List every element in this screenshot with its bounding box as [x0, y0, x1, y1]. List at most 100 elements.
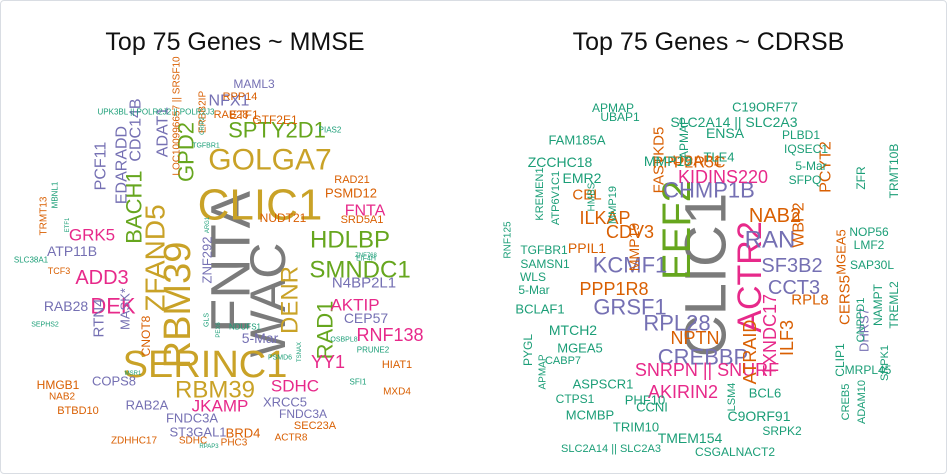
gene-word-c9orf91: C9ORF91 — [727, 408, 790, 424]
gene-word-mmp19: MMP19 — [626, 223, 642, 271]
gene-word-slc2a14-slc2a3: SLC2A14 || SLC2A3 — [670, 114, 797, 130]
gene-word-znf292: ZNF292 — [200, 237, 215, 284]
chart-title-mmse: Top 75 Genes ~ MMSE — [105, 28, 365, 56]
gene-word-apmap: APMAP — [592, 101, 634, 115]
gene-word-rbm39: RBM39 — [175, 377, 255, 404]
gene-word-akirin2: AKIRIN2 — [648, 382, 718, 402]
wordcloud-panel-mmse: Top 75 Genes ~ MMSE FNTA WAC CLIC1 SERINC1 R… — [0, 0, 470, 474]
gene-word-hiat1: HIAT1 — [382, 359, 412, 371]
gene-word-aspscr1: ASPSCR1 — [573, 377, 634, 392]
gene-word-pex6: PEX6 — [216, 322, 222, 338]
gene-word-bach1: BACH1 — [122, 170, 147, 243]
gene-word-dek: DEK — [90, 294, 136, 319]
gene-word-creb5: CREB5 — [840, 384, 852, 421]
gene-word-smndc1: SMNDC1 — [309, 257, 410, 284]
gene-word-iqsec1: IQSEC1 — [784, 142, 828, 156]
gene-word-grk5: GRK5 — [69, 226, 115, 245]
chart-title-cdrsb: Top 75 Genes ~ CDRSB — [572, 28, 845, 56]
gene-word-rpap3: RPAP3 — [199, 444, 219, 450]
gene-word-slc38a1: SLC38A1 — [14, 256, 49, 265]
gene-word-mtch2: MTCH2 — [549, 322, 597, 338]
gene-word-sdhc: SDHC — [179, 436, 207, 447]
gene-word-pias2: PIAS2 — [319, 126, 342, 135]
wordcloud-mmse: FNTAWACCLIC1SERINC1RBM39GOLGA7ZFAND5RBM3… — [14, 56, 424, 450]
gene-word-cdv3: CDV3 — [606, 222, 654, 242]
gene-word-dhrs7: DHRS7 — [857, 308, 872, 352]
gene-word-treml2: TREML2 — [887, 281, 901, 329]
gene-word-mrpl45: MRPL45 — [845, 363, 892, 377]
gene-word-nop56: NOP56 — [849, 225, 889, 239]
gene-word-sfpq: SFPQ — [789, 173, 822, 187]
gene-word-actr8: ACTR8 — [275, 433, 308, 444]
gene-word-sdhc: SDHC — [271, 377, 319, 396]
gene-word-plbd1: PLBD1 — [782, 128, 820, 142]
gene-word-adam10: ADAM10 — [856, 380, 868, 424]
gene-word-fastkd5: FASTKD5 — [651, 127, 668, 194]
gene-word-hmbs: HMBS — [587, 182, 598, 211]
gene-word-mmp19: MMP19 — [644, 153, 692, 169]
gene-word-clic1: CLIC1 — [674, 193, 739, 357]
gene-word-wbp2: WBP2 — [791, 202, 808, 247]
gene-word-wac: WAC — [240, 243, 296, 358]
gene-word-actr2: ACTR2 — [731, 221, 769, 332]
gene-word-wls: WLS — [520, 270, 546, 284]
gene-word-cdc14b: CDC14B — [128, 98, 145, 161]
gene-word-clic1: CLIC1 — [198, 181, 323, 230]
gene-word-loc100996657-srsf10: LOC100996657 || SRSF10 — [172, 56, 183, 176]
gene-word-erbb2ip: ERBB2IP — [198, 91, 209, 134]
gene-word-apmap: APMAP — [677, 117, 691, 159]
gene-word-zcchc18: ZCCHC18 — [528, 154, 593, 170]
gene-word-srpk1: SRPK1 — [879, 345, 891, 381]
gene-word-prune2: PRUNE2 — [357, 346, 390, 355]
gene-word-rpp14: RPP14 — [223, 91, 258, 103]
gene-word-cep57: CEP57 — [344, 310, 389, 326]
gene-word-cops8: COPS8 — [92, 374, 136, 389]
gene-word-fnta: FNTA — [199, 190, 262, 333]
gene-word-spty2d1: SPTY2D1 — [228, 118, 326, 143]
gene-word-ilkap: ILKAP — [579, 208, 630, 228]
gene-word-sf3b2: SF3B2 — [761, 255, 822, 277]
gene-word-eef2: EEF2 — [655, 180, 699, 280]
gene-word-5-mar: 5-Mar — [242, 330, 279, 346]
gene-word-rnf125: RNF125 — [503, 221, 514, 259]
gene-word-tcf3: TCF3 — [48, 266, 71, 276]
gene-word-samsn1: SAMSN1 — [520, 257, 570, 271]
gene-word-srpk2: SRPK2 — [762, 424, 802, 438]
gene-word-nudt21: NUDT21 — [260, 211, 307, 225]
gene-word-mgea5: MGEA5 — [834, 229, 849, 275]
gene-word-denr: DENR — [277, 266, 304, 334]
gene-word-txndc17: TXNDC17 — [760, 294, 780, 376]
gene-word-edaradd: EDARADD — [114, 126, 131, 204]
gene-word-adat1: ADAT1 — [155, 107, 172, 157]
gene-word-nab2: NAB2 — [49, 392, 76, 403]
gene-word-trmt13: TRMT13 — [39, 196, 50, 235]
gene-word-maml3: MAML3 — [233, 77, 275, 91]
gene-word-sfi1: SFI1 — [350, 378, 367, 387]
gene-word-ubap1: UBAP1 — [672, 153, 721, 170]
gene-word-zfand5: ZFAND5 — [140, 204, 171, 311]
gene-word-psmd6: PSMD6 — [268, 355, 292, 362]
gene-word-rad21: RAD21 — [334, 174, 369, 186]
gene-word-rpl28: RPL28 — [643, 311, 710, 336]
gene-word-zdhhc17: ZDHHC17 — [111, 436, 158, 447]
gene-word-5-mar: 5-Mar — [795, 159, 826, 173]
gene-word-xrcc5: XRCC5 — [263, 395, 307, 410]
gene-word-st3gal1: ST3GAL1 — [169, 425, 226, 440]
gene-word-lsm4: LSM4 — [726, 383, 738, 412]
gene-word-pygl: PYGL — [521, 334, 535, 366]
gene-word-hdlbp: HDLBP — [310, 227, 390, 254]
gene-word-kremen1: KREMEN1 — [534, 167, 546, 220]
gene-word-ppp1r8: PPP1R8 — [579, 279, 648, 299]
gene-word-pcyt2: PCYT2 — [818, 141, 835, 193]
gene-word-ran: RAN — [745, 227, 796, 254]
gene-word-trmt10b: TRMT10B — [887, 144, 901, 199]
gene-word-mgea5: MGEA5 — [557, 341, 603, 356]
gene-word-tsnax: TSNAX — [297, 342, 303, 362]
gene-word-nptn: NPTN — [671, 328, 720, 348]
gene-word-gls: GLS — [204, 313, 211, 327]
gene-word-hmgb1: HMGB1 — [37, 378, 80, 392]
gene-word-ensa: ENSA — [706, 125, 745, 141]
gene-word-zfr: ZFR — [854, 166, 868, 190]
gene-word-aktip: AKTIP — [330, 296, 379, 315]
